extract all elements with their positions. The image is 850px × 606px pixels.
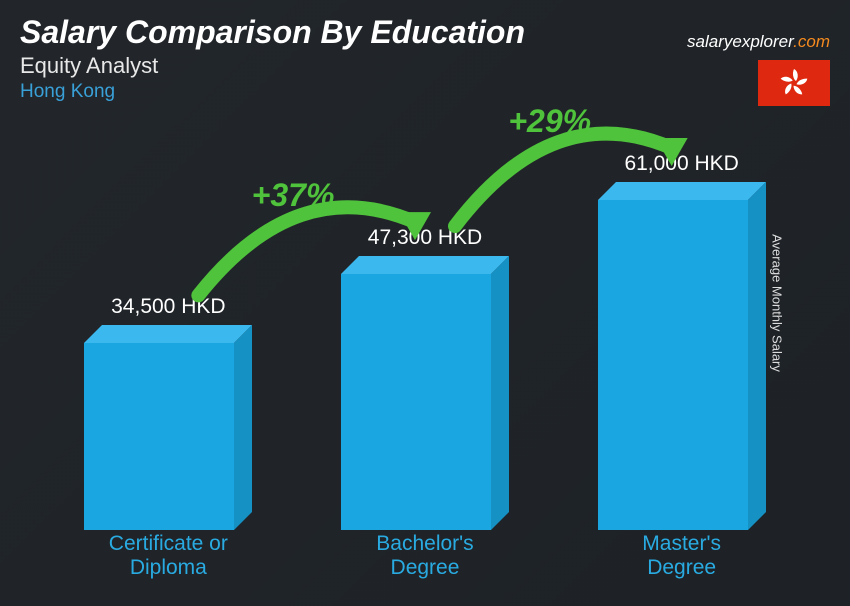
- bar-value-label: 47,300 HKD: [368, 226, 482, 250]
- brand-part2: .com: [793, 32, 830, 51]
- category-label-1: Bachelor'sDegree: [298, 532, 552, 580]
- brand-watermark: salaryexplorer.com: [687, 32, 830, 52]
- chart-location: Hong Kong: [20, 81, 830, 103]
- brand-part1: salaryexplorer: [687, 32, 793, 51]
- chart-subtitle: Equity Analyst: [20, 53, 830, 79]
- bar-2: 61,000 HKD: [555, 152, 809, 530]
- bar-shape: [84, 325, 252, 530]
- bar-shape: [598, 182, 766, 530]
- bar-0: 34,500 HKD: [41, 295, 295, 530]
- bar-1: 47,300 HKD: [298, 226, 552, 530]
- bar-shape: [341, 256, 509, 530]
- bar-value-label: 61,000 HKD: [624, 152, 738, 176]
- flag-bg: [758, 60, 830, 106]
- hong-kong-flag-icon: [758, 60, 830, 106]
- bar-value-label: 34,500 HKD: [111, 295, 225, 319]
- category-label-2: Master'sDegree: [555, 532, 809, 580]
- salary-bar-chart: 34,500 HKD 47,300 HKD 61,000 HKD Cert: [40, 120, 810, 580]
- category-label-0: Certificate orDiploma: [41, 532, 295, 580]
